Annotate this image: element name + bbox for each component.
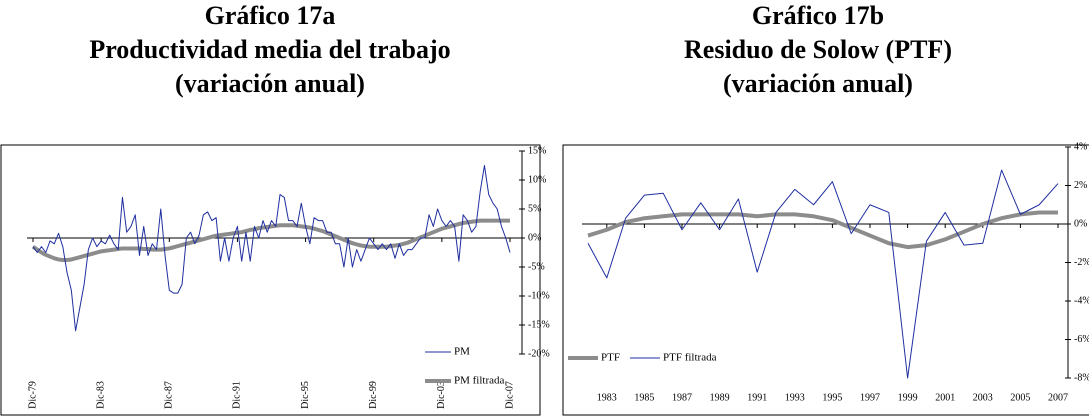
y-tick-label: 2% [1074,180,1087,191]
x-tick-label: 2003 [973,392,993,403]
chart-title: (variación anual) [723,69,913,98]
y-tick-label: -2% [1074,257,1089,268]
x-tick-label: 1997 [860,392,880,403]
x-tick-label: 1999 [898,392,918,403]
x-tick-label: Dic-87 [164,381,175,409]
x-tick-label: Dic-99 [368,381,379,409]
x-tick-label: Dic-79 [27,381,38,409]
y-tick-label: -4% [1074,295,1089,306]
y-tick-label: -20% [528,348,550,359]
legend-label: PTF [601,352,620,364]
legend-label: PM [454,346,470,358]
y-tick-label: 0% [1074,218,1087,229]
series-line [587,210,1058,250]
y-tick-label: -6% [1074,334,1089,345]
y-tick-label: 5% [528,203,541,214]
x-tick-label: 1989 [710,392,730,403]
x-tick-label: 2001 [935,392,955,403]
y-tick-label: 0% [528,232,541,243]
x-tick-label: 2005 [1010,392,1030,403]
series-line [31,218,510,263]
y-tick-label: 4% [1074,141,1087,152]
x-tick-label: 1995 [822,392,842,403]
chart-title: Productividad media del trabajo [89,35,450,64]
y-tick-label: -5% [528,261,545,272]
y-tick-label: -10% [528,290,550,301]
series-line [32,165,511,332]
chart-title: Gráfico 17b [752,1,884,30]
y-tick-label: 10% [528,174,546,185]
legend-label: PTF filtrada [663,352,717,364]
chart-frame [562,144,1089,416]
x-tick-label: 1991 [747,392,767,403]
chart-title: (variación anual) [175,69,365,98]
y-tick-label: 15% [528,145,546,156]
x-tick-label: Dic-83 [95,381,106,409]
x-tick-label: 1993 [785,392,805,403]
x-tick-label: 2007 [1048,392,1068,403]
x-tick-label: 1985 [634,392,654,403]
x-tick-label: Dic-07 [504,381,515,409]
x-tick-label: Dic-91 [232,381,243,409]
x-tick-label: 1987 [672,392,692,403]
series-line [587,169,1059,379]
chart-title: Gráfico 17a [205,1,336,30]
chart-title: Residuo de Solow (PTF) [684,35,952,64]
x-tick-label: 1983 [597,392,617,403]
x-tick-label: Dic-03 [436,381,447,409]
x-tick-label: Dic-95 [300,381,311,409]
legend-label: PM filtrada [454,375,505,387]
chart-frame [0,144,541,416]
y-tick-label: -15% [528,319,550,330]
y-tick-label: -8% [1074,372,1089,383]
